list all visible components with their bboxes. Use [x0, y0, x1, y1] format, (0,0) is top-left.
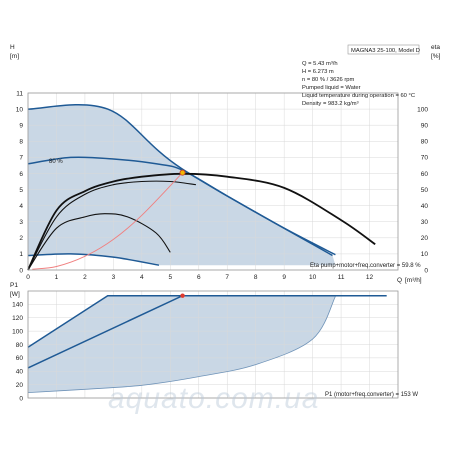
p1-tick-label: 20 — [16, 382, 24, 389]
eta-tick-label: 40 — [421, 203, 429, 210]
q-tick-label: 0 — [26, 274, 30, 281]
p1-axis-label: P1 — [10, 282, 18, 289]
p1-tick-label: 120 — [12, 315, 23, 322]
eta-tick-label: 20 — [421, 235, 429, 242]
h-tick-label: 6 — [19, 171, 23, 178]
efficiency-curve — [27, 180, 196, 271]
p1-tick-label: 140 — [12, 302, 23, 309]
h-tick-label: 10 — [16, 106, 24, 113]
h-axis-label: H — [10, 44, 15, 51]
q-tick-label: 12 — [366, 274, 374, 281]
efficiency-curve — [27, 213, 171, 271]
eta-tick-label: 80 — [421, 139, 429, 146]
h-tick-label: 5 — [19, 187, 23, 194]
q-tick-label: 6 — [197, 274, 201, 281]
speed-curve-label: 80 % — [49, 159, 63, 165]
q-tick-label: 9 — [282, 274, 286, 281]
h-tick-label: 2 — [19, 235, 23, 242]
q-tick-label: 7 — [225, 274, 229, 281]
operating-area-power — [28, 295, 336, 393]
q-tick-label: 5 — [168, 274, 172, 281]
p1-tick-label: 80 — [16, 342, 24, 349]
eta-tick-label: 90 — [421, 122, 429, 129]
eta-annotation: Eta pump+motor+freq.converter = 59.8 % — [310, 263, 421, 269]
p1-tick-label: 0 — [19, 395, 23, 402]
info-line-q: Q = 5.43 m³/h — [302, 61, 338, 67]
head-curve — [27, 156, 336, 256]
watermark: aquato.com.ua — [108, 382, 319, 415]
eta-tick-label: 50 — [421, 187, 429, 194]
head-plot-frame — [27, 92, 399, 271]
info-title-box — [347, 44, 420, 55]
h-tick-label: 0 — [19, 267, 23, 274]
p1-tick-label: 40 — [16, 369, 24, 376]
info-line-density: Density = 983.2 kg/m³ — [302, 101, 359, 107]
h-axis-unit: [m] — [10, 53, 19, 60]
info-line-temperature: Liquid temperature during operation = 60… — [302, 93, 415, 99]
h-tick-label: 9 — [19, 122, 23, 129]
info-line-h: H = 6.273 m — [302, 69, 334, 75]
q-axis-label: Q — [397, 277, 402, 284]
efficiency-curve — [27, 172, 376, 271]
q-tick-label: 11 — [338, 274, 345, 281]
eta-tick-label: 30 — [421, 219, 429, 226]
power-plot-frame — [27, 290, 399, 399]
q-tick-label: 10 — [309, 274, 317, 281]
h-tick-label: 7 — [19, 155, 23, 162]
eta-tick-label: 60 — [421, 171, 429, 178]
info-line-speed: n = 80 % / 3626 rpm — [302, 77, 355, 83]
h-tick-label: 1 — [19, 251, 23, 258]
q-tick-label: 3 — [112, 274, 116, 281]
head-duty-point — [179, 169, 186, 176]
eta-axis-unit: [%] — [431, 53, 441, 60]
h-tick-label: 3 — [19, 219, 23, 226]
q-tick-label: 4 — [140, 274, 144, 281]
p1-tick-label: 60 — [16, 355, 24, 362]
eta-tick-label: 10 — [421, 251, 429, 258]
p1-tick-label: 100 — [12, 328, 23, 335]
eta-tick-label: 70 — [421, 155, 429, 162]
h-tick-label: 11 — [16, 90, 23, 97]
power-curve — [27, 296, 336, 393]
system-curve — [32, 172, 183, 270]
info-line-liquid: Pumped liquid = Water — [302, 85, 361, 91]
q-axis-unit: [m³/h] — [405, 277, 422, 284]
head-curve — [27, 253, 160, 266]
eta-tick-label: 100 — [417, 106, 428, 113]
operating-area-head — [28, 104, 336, 266]
p1-axis-unit: [W] — [10, 291, 20, 298]
p1-annotation: P1 (motor+freq.converter) = 153 W — [325, 392, 418, 398]
q-tick-label: 8 — [254, 274, 258, 281]
power-duty-point — [180, 293, 185, 298]
h-tick-label: 8 — [19, 139, 23, 146]
q-tick-label: 2 — [83, 274, 87, 281]
eta-axis-label: eta — [431, 44, 440, 51]
eta-tick-label: 0 — [424, 267, 428, 274]
h-tick-label: 4 — [19, 203, 23, 210]
q-tick-label: 1 — [55, 274, 59, 281]
info-title: MAGNA3 25-100, Model D — [351, 48, 420, 54]
